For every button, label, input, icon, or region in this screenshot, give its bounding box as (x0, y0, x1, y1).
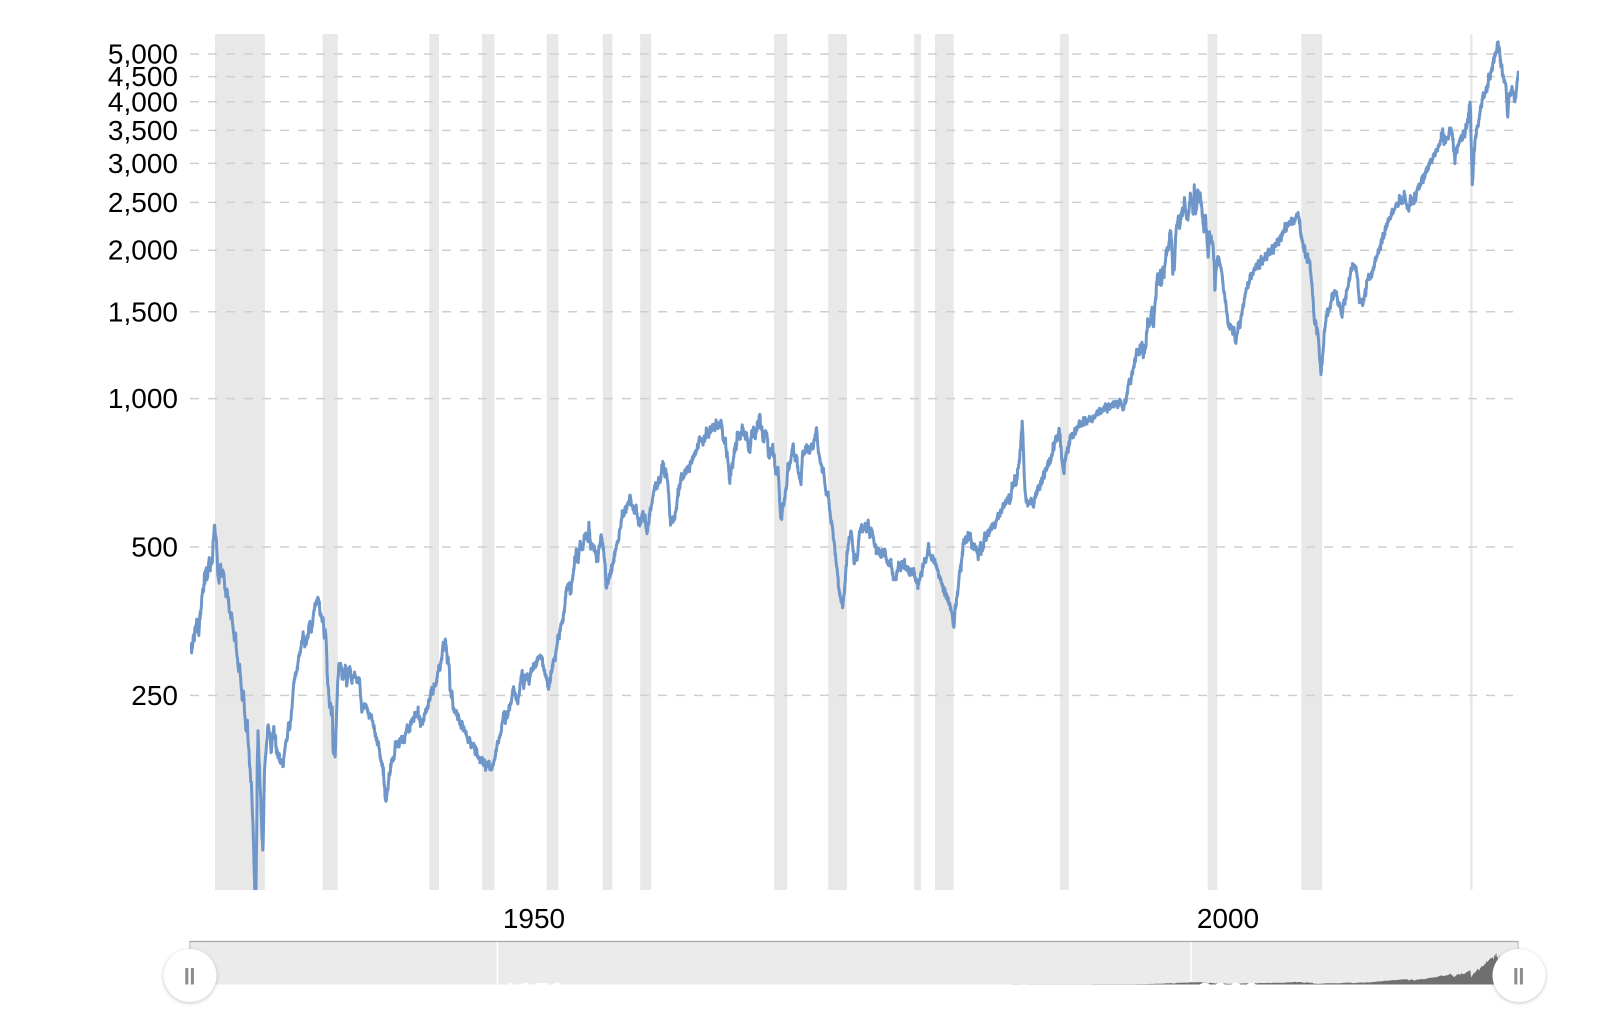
svg-text:4,500: 4,500 (108, 61, 178, 92)
svg-text:1,500: 1,500 (108, 296, 178, 327)
svg-text:4,000: 4,000 (108, 86, 178, 117)
svg-text:1950: 1950 (503, 977, 565, 1008)
svg-text:1950: 1950 (503, 903, 565, 934)
svg-text:2,500: 2,500 (108, 187, 178, 218)
svg-text:1,000: 1,000 (108, 383, 178, 414)
svg-text:2000: 2000 (1197, 977, 1259, 1008)
svg-text:2000: 2000 (1197, 903, 1259, 934)
svg-text:500: 500 (131, 532, 178, 563)
svg-text:250: 250 (131, 680, 178, 711)
svg-text:3,000: 3,000 (108, 148, 178, 179)
svg-text:2,000: 2,000 (108, 235, 178, 266)
svg-text:3,500: 3,500 (108, 115, 178, 146)
svg-text:5,000: 5,000 (108, 39, 178, 70)
